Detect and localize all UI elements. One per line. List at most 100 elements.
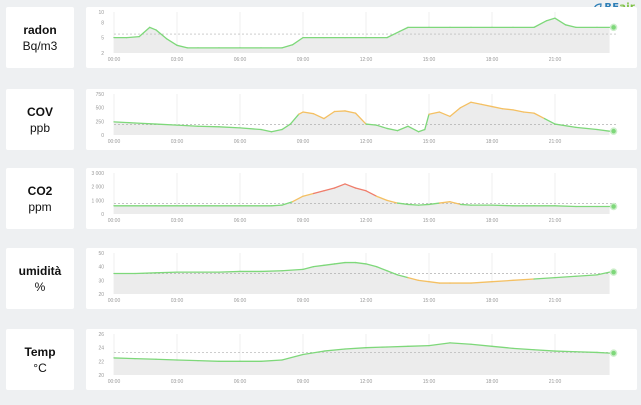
x-tick-label: 21:00 bbox=[549, 218, 562, 224]
area-fill bbox=[114, 102, 610, 135]
series-segment bbox=[438, 111, 451, 118]
series-segment bbox=[333, 261, 346, 265]
area-fill bbox=[114, 342, 610, 375]
series-segment bbox=[407, 125, 420, 133]
series-segment bbox=[564, 24, 577, 29]
x-tick-label: 03:00 bbox=[171, 139, 184, 145]
series-segment bbox=[491, 345, 514, 350]
series-segment bbox=[239, 127, 262, 131]
radon-chart: 00:00 03:00 06:00 09:00 12:00 15:00 18:00 21:00… bbox=[98, 10, 618, 63]
x-tick-label: 15:00 bbox=[423, 298, 436, 304]
y-tick-label: 2 000 bbox=[91, 185, 104, 191]
series-segment bbox=[155, 29, 168, 40]
y-tick-label: 26 bbox=[98, 332, 104, 338]
series-segment bbox=[134, 272, 157, 275]
series-segment bbox=[386, 199, 399, 204]
x-tick-label: 06:00 bbox=[234, 57, 247, 63]
series-segment bbox=[113, 357, 136, 360]
series-segment bbox=[575, 126, 598, 131]
series-segment bbox=[365, 123, 378, 126]
current-value-dot bbox=[609, 127, 618, 135]
y-tick-label: 24 bbox=[98, 346, 104, 352]
series-segment bbox=[491, 279, 514, 283]
x-tick-label: 00:00 bbox=[108, 139, 121, 145]
co2-unit: ppm bbox=[28, 199, 52, 214]
series-segment bbox=[470, 343, 493, 347]
x-tick-label: 09:00 bbox=[297, 218, 310, 224]
series-segment bbox=[291, 36, 304, 46]
series-segment bbox=[417, 203, 430, 206]
co2-row: CO2 ppm 00:00 03:00 06:00 09:00 12:00 15:00 18… bbox=[0, 168, 641, 229]
series-segment bbox=[323, 263, 336, 266]
x-tick-label: 18:00 bbox=[486, 298, 499, 304]
y-tick-label: 20 bbox=[98, 292, 104, 298]
temp-chart: 00:00 03:00 06:00 09:00 12:00 15:00 18:00 21:00… bbox=[98, 332, 618, 385]
x-tick-label: 03:00 bbox=[171, 379, 184, 385]
y-tick-label: 10 bbox=[98, 10, 104, 16]
series-segment bbox=[155, 123, 178, 126]
temp-label-card: Temp °C bbox=[6, 329, 74, 390]
series-segment bbox=[522, 111, 535, 114]
series-segment bbox=[344, 347, 367, 350]
series-segment bbox=[260, 270, 283, 273]
series-segment bbox=[302, 111, 315, 115]
series-segment bbox=[312, 190, 325, 195]
series-segment bbox=[375, 266, 388, 272]
series-segment bbox=[281, 353, 304, 361]
x-tick-label: 15:00 bbox=[423, 139, 436, 145]
series-segment bbox=[512, 278, 535, 281]
x-tick-label: 21:00 bbox=[549, 298, 562, 304]
series-segment bbox=[386, 30, 401, 39]
x-tick-label: 12:00 bbox=[360, 57, 373, 63]
series-segment bbox=[312, 113, 325, 120]
cov-chart: 00:00 03:00 06:00 09:00 12:00 15:00 18:00 21:00… bbox=[96, 92, 618, 145]
series-segment bbox=[533, 112, 546, 120]
x-tick-label: 12:00 bbox=[360, 139, 373, 145]
series-segment bbox=[270, 204, 283, 207]
y-tick-label: 50 bbox=[98, 251, 104, 257]
current-value-dot bbox=[609, 202, 618, 211]
series-segment bbox=[113, 121, 136, 124]
x-tick-label: 21:00 bbox=[549, 139, 562, 145]
cov-chart-card: 00:00 03:00 06:00 09:00 12:00 15:00 18:00 21:00… bbox=[86, 89, 637, 150]
series-segment bbox=[323, 348, 346, 352]
series-segment bbox=[480, 103, 493, 108]
radon-chart-card: 00:00 03:00 06:00 09:00 12:00 15:00 18:00 21:00… bbox=[86, 7, 637, 68]
y-tick-label: 750 bbox=[96, 92, 105, 98]
x-tick-label: 15:00 bbox=[423, 379, 436, 385]
x-tick-label: 06:00 bbox=[234, 298, 247, 304]
series-segment bbox=[354, 112, 367, 125]
x-tick-label: 21:00 bbox=[549, 379, 562, 385]
umidita-label-card: umidità % bbox=[6, 248, 74, 309]
y-tick-label: 500 bbox=[96, 106, 105, 112]
series-segment bbox=[449, 107, 462, 118]
series-segment bbox=[554, 123, 577, 128]
series-segment bbox=[323, 110, 336, 120]
series-segment bbox=[218, 126, 241, 129]
series-segment bbox=[459, 203, 472, 206]
series-segment bbox=[398, 26, 409, 33]
x-tick-label: 09:00 bbox=[297, 139, 310, 145]
y-tick-label: 8 bbox=[101, 20, 104, 26]
series-segment bbox=[501, 108, 514, 111]
series-segment bbox=[281, 268, 304, 272]
temp-chart-card: 00:00 03:00 06:00 09:00 12:00 15:00 18:00 21:00… bbox=[86, 329, 637, 390]
x-tick-label: 09:00 bbox=[297, 57, 310, 63]
series-segment bbox=[428, 281, 441, 284]
x-tick-label: 00:00 bbox=[108, 298, 121, 304]
radon-label-card: radon Bq/m3 bbox=[6, 7, 74, 68]
series-segment bbox=[165, 37, 178, 46]
series-segment bbox=[375, 195, 388, 201]
series-segment bbox=[470, 281, 493, 284]
x-tick-label: 09:00 bbox=[297, 298, 310, 304]
series-segment bbox=[302, 192, 315, 197]
series-segment bbox=[396, 274, 409, 279]
series-segment bbox=[424, 113, 430, 131]
series-segment bbox=[596, 128, 611, 132]
series-segment bbox=[291, 195, 304, 203]
series-segment bbox=[176, 359, 199, 362]
series-segment bbox=[407, 276, 420, 281]
x-tick-label: 12:00 bbox=[360, 298, 373, 304]
cov-label-card: COV ppb bbox=[6, 89, 74, 150]
area-fill bbox=[114, 18, 610, 53]
